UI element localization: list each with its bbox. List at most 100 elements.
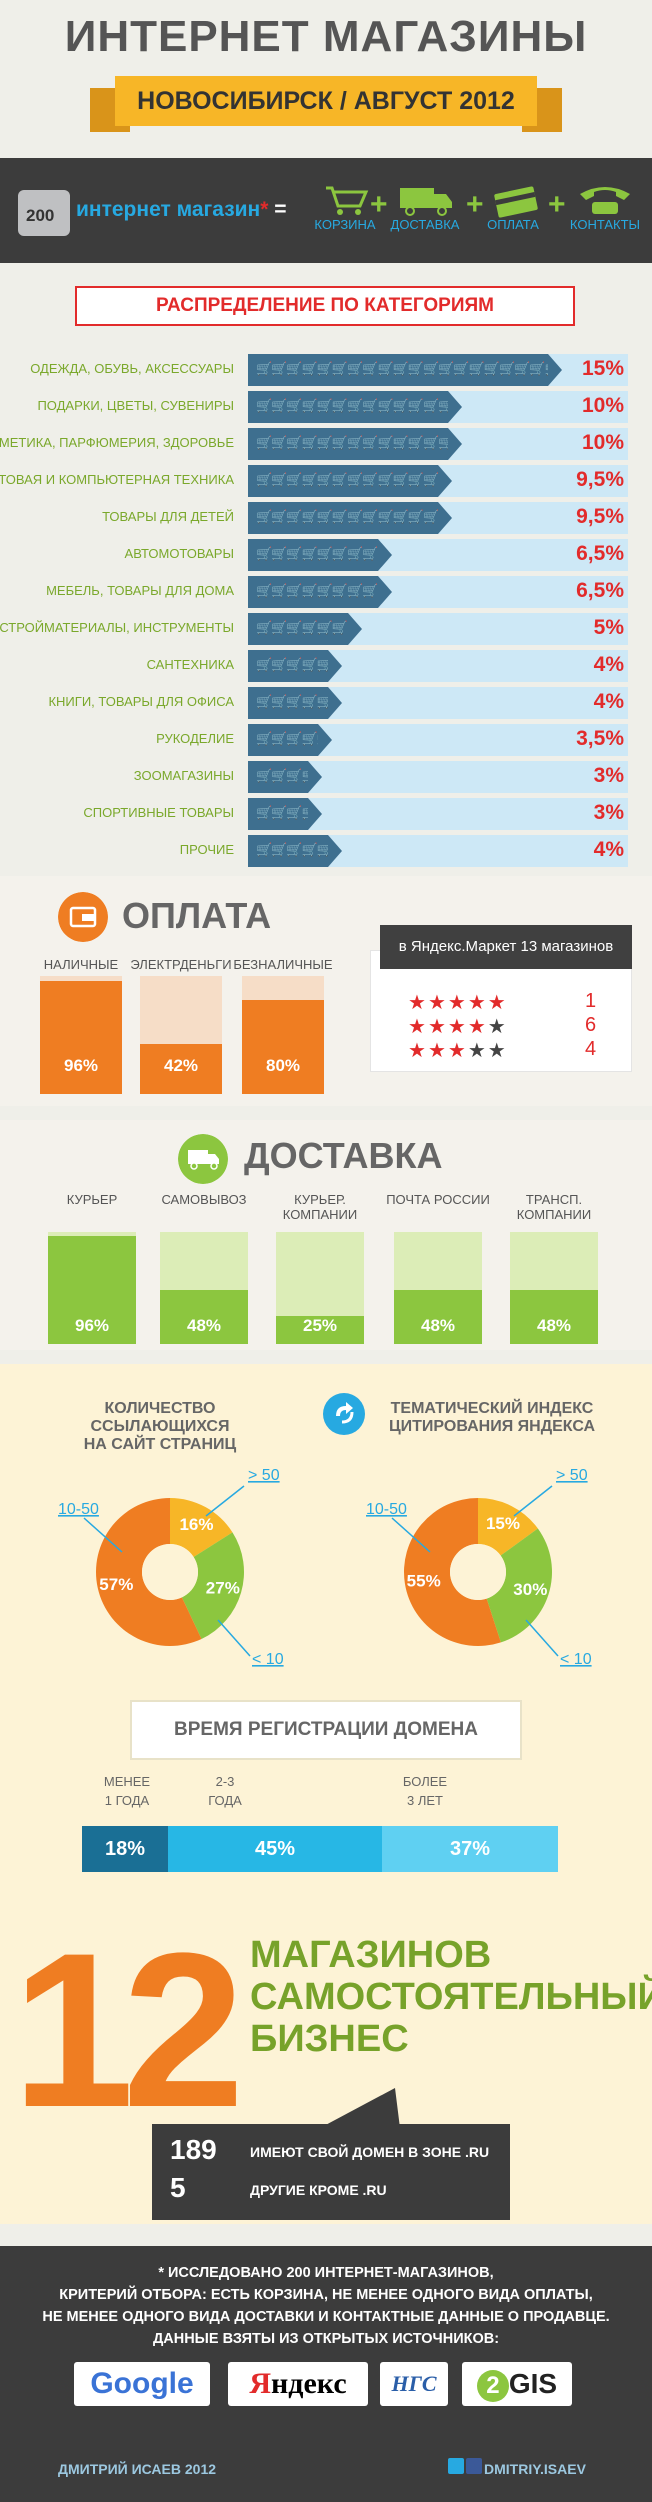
category-bar	[248, 613, 348, 645]
domain-age-label: БОЛЕЕ 3 ЛЕТ	[380, 1772, 470, 1810]
category-row: АВТОМОТОВАРЫ 🛒🛒🛒🛒🛒🛒🛒🛒🛒🛒 6,5%	[0, 537, 652, 574]
star-icon: ★	[487, 1016, 508, 1038]
pie-percent: 30%	[513, 1580, 547, 1599]
independent-line3: БИЗНЕС	[250, 2018, 409, 2060]
cart-icons: 🛒🛒🛒🛒🛒🛒🛒🛒	[256, 620, 348, 635]
category-bar-tip	[328, 835, 342, 867]
cart-icons: 🛒🛒🛒🛒🛒🛒	[256, 694, 328, 709]
category-row: ПОДАРКИ, ЦВЕТЫ, СУВЕНИРЫ 🛒🛒🛒🛒🛒🛒🛒🛒🛒🛒🛒🛒🛒🛒🛒 1…	[0, 389, 652, 426]
delivery-value: 48%	[536, 1316, 572, 1335]
delivery-column: 48%	[160, 1232, 248, 1344]
pie-slice	[181, 1532, 244, 1639]
delivery-column: 48%	[394, 1232, 482, 1344]
delivery-label: ТРАНСП. КОМПАНИИ	[516, 1192, 592, 1222]
category-bar-tip	[448, 391, 462, 423]
category-row: МЕБЕЛЬ, ТОВАРЫ ДЛЯ ДОМА 🛒🛒🛒🛒🛒🛒🛒🛒🛒🛒 6,5%	[0, 574, 652, 611]
pies-section	[0, 1364, 652, 2224]
category-bar-tip	[438, 502, 452, 534]
cart-icons: 🛒🛒🛒🛒🛒🛒🛒🛒🛒🛒🛒🛒🛒🛒	[256, 509, 438, 524]
category-value: 4%	[593, 690, 624, 713]
right-pie-title-line2: ЦИТИРОВАНИЯ ЯНДЕКСА	[388, 1418, 596, 1435]
payment-bar	[40, 981, 122, 1094]
pie-slice	[404, 1498, 501, 1646]
other-text: ДРУГИЕ КРОМЕ .RU	[250, 2182, 387, 2198]
contacts-label: КОНТАКТЫ	[569, 217, 641, 232]
methodology-note: * ИССЛЕДОВАНО 200 ИНТЕРНЕТ-МАГАЗИНОВ, КР…	[30, 2262, 622, 2350]
pie-leader-line	[217, 1619, 251, 1657]
pie-percent: 57%	[99, 1575, 133, 1594]
plus-sign-3: +	[548, 188, 566, 221]
pie-percent: 16%	[179, 1515, 213, 1534]
category-bar	[248, 724, 318, 756]
domain-age-segment: 37%	[382, 1826, 558, 1872]
other-count: 5	[170, 2172, 186, 2203]
independent-line2: САМОСТОЯТЕЛЬНЫЙ	[250, 1976, 652, 2018]
category-bar	[248, 761, 308, 793]
category-bar	[248, 354, 548, 386]
payment-label: БЕЗНАЛИЧНЫЕ	[233, 957, 333, 972]
social-handle[interactable]: DMITRIY.ISAEV	[484, 2461, 586, 2477]
star-icon: ★	[427, 1040, 448, 1062]
right-pie-title: ТЕМАТИЧЕСКИЙ ИНДЕКС ЦИТИРОВАНИЯ ЯНДЕКСА	[372, 1400, 612, 1436]
phone-icon	[580, 187, 630, 214]
category-row: КОСМЕТИКА, ПАРФЮМЕРИЯ, ЗДОРОВЬЕ 🛒🛒🛒🛒🛒🛒🛒🛒🛒…	[0, 426, 652, 463]
pie-charts: 16% 27% 57% 10-50 > 50 < 10 15% 30% 55% 10-50 > 50…	[58, 1467, 592, 1668]
category-label: ЗООМАГАЗИНЫ	[133, 768, 234, 783]
category-bar	[248, 428, 448, 460]
cart-icons: 🛒🛒🛒🛒🛒🛒🛒🛒🛒🛒🛒🛒🛒🛒🛒	[256, 435, 448, 450]
category-row: КНИГИ, ТОВАРЫ ДЛЯ ОФИСА 🛒🛒🛒🛒🛒🛒 4%	[0, 685, 652, 722]
category-label: АВТОМОТОВАРЫ	[124, 546, 234, 561]
payment-value: 42%	[163, 1056, 199, 1075]
category-row: СПОРТИВНЫЕ ТОВАРЫ 🛒🛒🛒🛒🛒 3%	[0, 796, 652, 833]
ngs-logo: НГС	[380, 2362, 448, 2406]
rating-count: 1	[585, 990, 597, 1012]
category-row: РУКОДЕЛИЕ 🛒🛒🛒🛒🛒 3,5%	[0, 722, 652, 759]
category-bar	[248, 576, 378, 608]
category-bar	[248, 502, 438, 534]
delivery-label: ДОСТАВКА	[390, 217, 460, 232]
store-count: 200	[26, 206, 55, 225]
payment-label: ОПЛАТА	[487, 217, 539, 232]
pie-category-label: < 10	[560, 1651, 592, 1668]
payment-column: 96%	[40, 976, 122, 1094]
pie-hole	[450, 1544, 506, 1600]
delivery-column: 96%	[48, 1232, 136, 1344]
cart-icons: 🛒🛒🛒🛒🛒	[256, 768, 308, 783]
delivery-column: 48%	[510, 1232, 598, 1344]
domain-age-label-line1: 2-3	[215, 1774, 235, 1789]
delivery-bar	[48, 1236, 136, 1344]
domain-age-segment: 45%	[168, 1826, 382, 1872]
star-icon: ★	[447, 1016, 468, 1038]
facebook-icon[interactable]	[466, 2458, 482, 2474]
rating-count: 4	[585, 1038, 597, 1060]
payment-title: ОПЛАТА	[122, 895, 272, 936]
cart-icons: 🛒🛒🛒🛒🛒🛒🛒🛒🛒🛒🛒🛒🛒🛒🛒	[256, 398, 448, 413]
yandex-logo: Яндекс	[228, 2362, 368, 2406]
note-line4: ДАННЫЕ ВЗЯТЫ ИЗ ОТКРЫТЫХ ИСТОЧНИКОВ:	[152, 2331, 500, 2347]
category-value: 15%	[581, 357, 624, 380]
pie-leader-line	[391, 1517, 431, 1553]
category-label: МЕБЕЛЬ, ТОВАРЫ ДЛЯ ДОМА	[46, 583, 234, 598]
plus-sign-1: +	[370, 188, 388, 221]
refresh-icon	[323, 1393, 365, 1435]
domain-age-label-line1: БОЛЕЕ	[402, 1774, 448, 1789]
delivery-column: 25%	[276, 1232, 364, 1344]
domain-age-label-line2: 3 ЛЕТ	[407, 1793, 443, 1808]
star-rating: ★★★★★	[408, 1038, 508, 1063]
star-icon: ★	[487, 992, 508, 1014]
category-bar	[248, 798, 308, 830]
twitter-icon[interactable]	[448, 2458, 464, 2474]
category-label: СТРОЙМАТЕРИАЛЫ, ИНСТРУМЕНТЫ	[0, 620, 234, 635]
delivery-value: 96%	[74, 1316, 110, 1335]
category-value: 3,5%	[576, 727, 624, 750]
star-icon: ★	[408, 992, 428, 1014]
category-bar	[248, 650, 328, 682]
category-label: САНТЕХНИКА	[146, 657, 234, 672]
category-row: БЫТОВАЯ И КОМПЬЮТЕРНАЯ ТЕХНИКА 🛒🛒🛒🛒🛒🛒🛒🛒🛒🛒…	[0, 463, 652, 500]
google-logo: Google	[74, 2362, 210, 2406]
category-label: ТОВАРЫ ДЛЯ ДЕТЕЙ	[102, 509, 234, 524]
category-bar	[248, 465, 438, 497]
cart-icon	[326, 186, 369, 215]
category-row: ТОВАРЫ ДЛЯ ДЕТЕЙ 🛒🛒🛒🛒🛒🛒🛒🛒🛒🛒🛒🛒🛒🛒 9,5%	[0, 500, 652, 537]
note-line3: НЕ МЕНЕЕ ОДНОГО ВИДА ДОСТАВКИ И КОНТАКТН…	[42, 2309, 610, 2325]
